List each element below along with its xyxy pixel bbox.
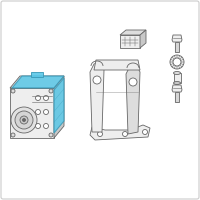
Circle shape [11,89,15,93]
Bar [10,88,54,138]
Polygon shape [54,78,64,133]
Bar [120,35,140,48]
Polygon shape [172,85,182,92]
Circle shape [20,116,28,124]
Bar [175,92,179,102]
Circle shape [98,132,102,136]
Polygon shape [94,60,140,70]
Circle shape [22,118,26,121]
Circle shape [170,55,184,69]
Circle shape [44,123,48,129]
Bar [175,42,179,52]
Polygon shape [140,30,146,48]
Circle shape [36,110,40,114]
Circle shape [142,130,148,134]
Polygon shape [172,35,182,42]
Polygon shape [54,76,64,138]
Bar [174,73,181,83]
Circle shape [122,132,128,136]
Polygon shape [90,125,150,140]
Circle shape [93,76,101,84]
Ellipse shape [174,72,180,74]
Circle shape [44,110,48,114]
Circle shape [49,89,53,93]
Circle shape [36,96,40,100]
Circle shape [15,111,33,129]
Polygon shape [126,64,140,134]
Bar [31,72,43,77]
Polygon shape [12,76,64,88]
Polygon shape [90,62,104,132]
Circle shape [173,58,181,66]
Circle shape [49,133,53,137]
Circle shape [129,78,137,86]
Ellipse shape [174,82,180,84]
Circle shape [44,96,48,100]
Circle shape [36,123,40,129]
Polygon shape [10,76,64,88]
Circle shape [11,107,37,133]
Circle shape [11,133,15,137]
Polygon shape [120,30,146,35]
